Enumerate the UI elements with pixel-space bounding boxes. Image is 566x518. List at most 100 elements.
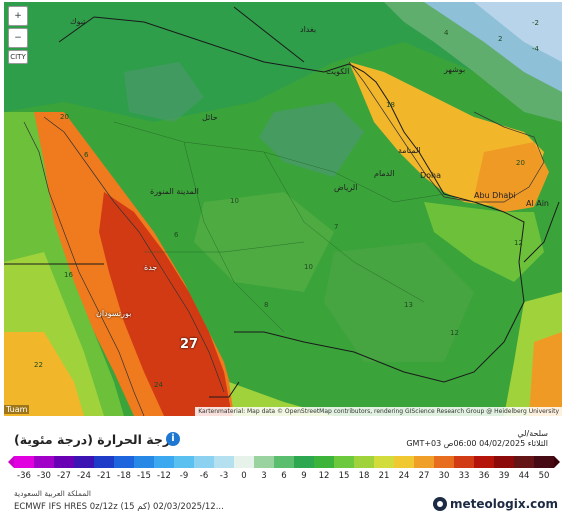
legend-swatch (194, 456, 214, 468)
isoline-value: 10 (230, 197, 239, 205)
minus-icon: − (14, 33, 22, 43)
legend-tick-label: 21 (378, 471, 390, 481)
legend-ticks: -36 -30 -27 -24 -21 -18 -15 -12 -9 -6 -3 0 3 6 9 12 15 18… (6, 471, 560, 483)
legend-swatch (434, 456, 454, 468)
legend-swatch (534, 456, 554, 468)
isoline-value: -2 (532, 19, 539, 27)
legend-swatch (294, 456, 314, 468)
legend-swatch (234, 456, 254, 468)
isoline-value: 13 (404, 301, 413, 309)
legend-tick-label: 33 (458, 471, 470, 481)
place-label[interactable]: تبوك (70, 17, 86, 26)
isoline-value: 18 (386, 101, 395, 109)
place-label[interactable]: بورتسودان (96, 309, 132, 318)
legend-color-bar (14, 456, 554, 468)
legend-tick-label: 36 (478, 471, 490, 481)
legend-swatch (254, 456, 274, 468)
place-label[interactable]: الرياض (334, 183, 358, 192)
legend-swatch (114, 456, 134, 468)
legend-tick-label: 18 (358, 471, 370, 481)
legend-tick-label: 30 (438, 471, 450, 481)
logo-icon (433, 497, 448, 511)
legend-tick-label: -21 (97, 471, 111, 481)
isoline-value: 22 (34, 361, 43, 369)
place-label[interactable]: الكويت (326, 67, 350, 76)
legend-tick-label: -36 (17, 471, 31, 481)
legend-tick-label: 15 (338, 471, 350, 481)
map-title-row: درجة الحرارة (درجة مئوية) i سلحة/لي GMT+… (0, 426, 566, 452)
legend-swatch (454, 456, 474, 468)
isoline-value: 6 (84, 151, 89, 159)
isoline-value: 10 (304, 263, 313, 271)
place-label[interactable]: بوشهر (444, 65, 466, 74)
zoom-out-button[interactable]: − (8, 28, 28, 48)
city-label: CITY (10, 53, 26, 61)
legend-tick-label: 6 (281, 471, 287, 481)
legend-tick-label: 0 (241, 471, 247, 481)
place-label[interactable]: المنامة (398, 146, 421, 155)
legend-tick-label: 12 (318, 471, 330, 481)
isoline-value: 16 (64, 271, 73, 279)
legend-bar-wrap (8, 456, 560, 468)
isoline-value: -4 (532, 45, 539, 53)
meteologix-logo[interactable]: meteologix.com (433, 497, 558, 511)
legend-tick-label: 39 (498, 471, 510, 481)
legend-swatch (374, 456, 394, 468)
legend-tick-label: 44 (518, 471, 530, 481)
legend-swatch (334, 456, 354, 468)
isoline-value: 7 (334, 223, 339, 231)
legend-tick-label: 9 (301, 471, 307, 481)
isoline-value: 12 (514, 239, 523, 247)
legend-swatch (34, 456, 54, 468)
model-selector[interactable]: ECMWF IFS HRES 0z/12z (15 كم) 02/03/2025… (14, 502, 224, 512)
forecast-time: سلحة/لي GMT+03 الثلاثاء 04/02/2025 06:00… (406, 429, 548, 449)
legend-swatch (274, 456, 294, 468)
plus-icon: + (14, 11, 22, 21)
isoline-value: 20 (516, 159, 525, 167)
legend-swatch (174, 456, 194, 468)
map-controls: + − CITY (8, 6, 28, 64)
isoline-value: 6 (174, 231, 179, 239)
place-label[interactable]: Al Ain (526, 199, 550, 208)
temperature-map-canvas (4, 2, 562, 416)
legend-tick-label: -3 (219, 471, 229, 481)
legend-swatch (214, 456, 234, 468)
legend-swatch (394, 456, 414, 468)
temperature-legend: -36 -30 -27 -24 -21 -18 -15 -12 -9 -6 -3 0 3 6 9 12 15 18… (6, 456, 560, 486)
logo-text: meteologix.com (450, 497, 558, 511)
legend-min-arrow (8, 456, 14, 468)
map-title: درجة الحرارة (درجة مئوية) (14, 432, 177, 447)
legend-tick-label: -15 (137, 471, 151, 481)
legend-swatch (414, 456, 434, 468)
legend-tick-label: 24 (398, 471, 410, 481)
zoom-in-button[interactable]: + (8, 6, 28, 26)
isoline-value: 12 (450, 329, 459, 337)
place-label[interactable]: بغداد (300, 25, 317, 34)
isoline-value: 24 (154, 381, 163, 389)
legend-tick-label: 27 (418, 471, 430, 481)
place-label[interactable]: الدمام (374, 169, 395, 178)
legend-swatch (154, 456, 174, 468)
place-label[interactable]: Abu Dhabi (474, 191, 516, 200)
footer-country: المملكة العربية السعودية (14, 489, 91, 498)
forecast-time-value: GMT+03 الثلاثاء 04/02/2025 06:00ص (406, 439, 548, 448)
legend-tick-label: -9 (179, 471, 189, 481)
legend-swatch (14, 456, 34, 468)
place-label[interactable]: المدينة المنورة (150, 187, 199, 196)
legend-swatch (94, 456, 114, 468)
info-icon[interactable]: i (166, 432, 180, 446)
corner-place-label: Tuam (4, 405, 30, 414)
map-attribution: Kartenmaterial: Map data © OpenStreetMap… (195, 407, 562, 416)
legend-tick-label: 50 (538, 471, 550, 481)
city-toggle-button[interactable]: CITY (8, 50, 28, 64)
forecast-time-label: سلحة/لي (517, 429, 548, 438)
place-label[interactable]: جدة (144, 263, 158, 272)
place-label[interactable]: Doha (420, 171, 442, 180)
legend-tick-label: -24 (77, 471, 91, 481)
place-label[interactable]: حائل (202, 113, 218, 122)
isoline-value: 20 (60, 113, 69, 121)
weather-map[interactable]: + − CITY المدينة المنورة جدة بورتسودان ا… (4, 2, 562, 416)
legend-swatch (314, 456, 334, 468)
legend-swatch (74, 456, 94, 468)
